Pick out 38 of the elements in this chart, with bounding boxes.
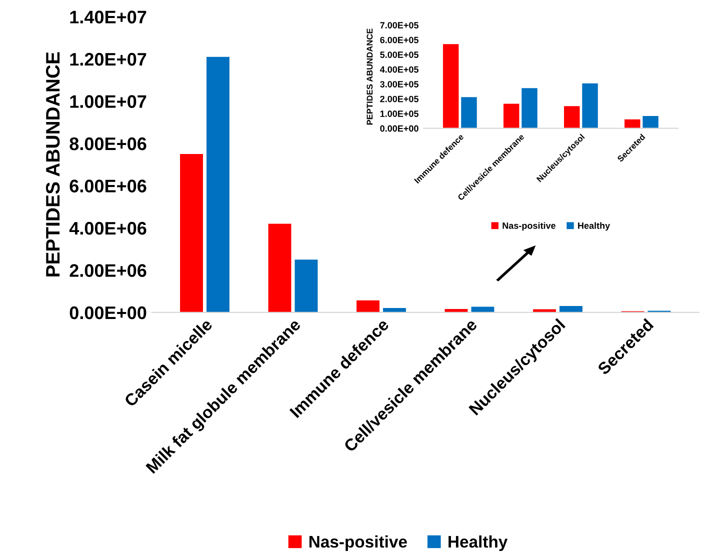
legend-label: Nas-positive: [309, 535, 407, 551]
bar: [564, 106, 580, 128]
y-tick-label: 4.00E+06: [69, 222, 146, 235]
y-axis-title: PEPTIDES ABUNDANCE: [46, 52, 60, 276]
bar: [461, 97, 477, 128]
legend-label: Nas-positive: [502, 222, 556, 231]
y-tick-label: 7.00E+05: [380, 22, 418, 28]
y-axis-title: PEPTIDES ABUNDANCE: [366, 28, 373, 125]
y-tick-label: 0.00E+00: [380, 125, 418, 132]
y-tick-label: 3.00E+05: [380, 81, 418, 88]
y-tick-label: 2.00E+05: [380, 96, 418, 102]
y-tick-label: 1.00E+07: [70, 95, 146, 108]
bar: [294, 260, 318, 312]
y-tick-label: 1.20E+07: [70, 52, 146, 66]
legend-label: Healthy: [448, 535, 508, 551]
bar: [206, 56, 230, 312]
bar: [442, 44, 459, 128]
bar: [522, 88, 538, 128]
y-tick-label: 1.00E+05: [380, 110, 418, 117]
legend-label: Healthy: [578, 222, 610, 231]
y-tick-label: 6.00E+05: [380, 36, 418, 44]
bar: [471, 306, 494, 312]
bar: [642, 116, 658, 128]
bar: [560, 306, 582, 312]
y-tick-label: 8.00E+06: [70, 137, 146, 150]
y-tick-label: 1.40E+07: [70, 10, 146, 24]
y-tick-label: 5.00E+05: [380, 52, 418, 58]
bar: [180, 154, 203, 312]
bar: [383, 308, 406, 312]
bar: [624, 119, 640, 128]
bar: [356, 300, 380, 312]
y-tick-label: 0.00E+00: [70, 306, 146, 320]
y-tick-label: 4.00E+05: [380, 66, 418, 73]
bar: [268, 224, 292, 312]
y-tick-label: 2.00E+06: [70, 264, 146, 277]
bar: [503, 104, 520, 128]
bar: [582, 83, 598, 128]
y-tick-label: 6.00E+06: [70, 180, 146, 192]
